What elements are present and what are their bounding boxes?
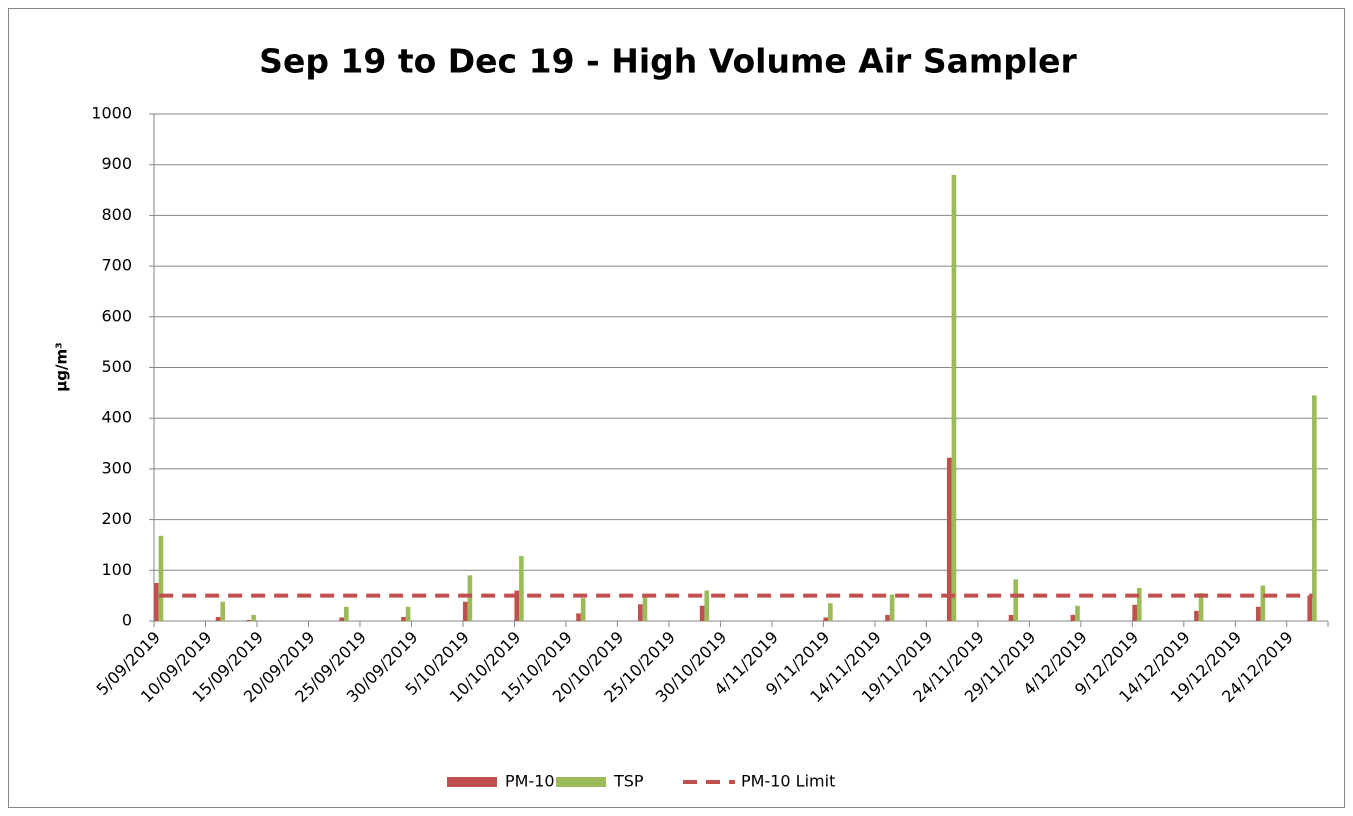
bar [1075,605,1080,621]
bar [401,616,406,621]
legend-label: TSP [613,772,644,791]
bar [580,598,586,621]
y-tick-label: 100 [101,560,132,579]
bar [405,606,411,621]
bar [1260,585,1266,621]
bar [828,603,833,621]
legend-swatch [556,777,606,787]
y-tick-label: 900 [101,154,132,173]
y-tick-label: 500 [101,357,132,376]
chart-title: Sep 19 to Dec 19 - High Volume Air Sampl… [259,42,1077,81]
bar [462,601,468,621]
y-tick-label: 400 [101,408,132,427]
bar [699,605,705,621]
bar [154,582,159,621]
bar [946,457,952,621]
bar [1255,606,1261,621]
bar [638,604,643,621]
y-tick-label: 800 [101,205,132,224]
bar [519,556,524,621]
bar [1307,595,1313,621]
y-tick-label: 600 [101,306,132,325]
bar [514,590,520,621]
y-tick-label: 700 [101,256,132,275]
bar [467,575,473,621]
bar [220,601,226,621]
bar [885,614,890,621]
bar [339,617,345,621]
bar [576,613,581,621]
bar [1132,604,1137,621]
y-tick-label: 200 [101,509,132,528]
y-tick-label: 1000 [91,104,132,123]
legend-label: PM-10 Limit [741,772,835,791]
legend-label: PM-10 [505,772,555,791]
chart-frame [8,8,1345,808]
y-tick-label: 0 [122,611,132,630]
y-tick-label: 300 [101,458,132,477]
bar [344,606,349,621]
legend-swatch [447,777,497,787]
bar [251,614,256,621]
bar [1008,614,1014,621]
bar [1136,588,1142,621]
bar [889,594,895,621]
bar [1013,579,1019,621]
bar [823,617,829,621]
bar [215,616,221,621]
bar [951,174,957,621]
bar [642,597,648,621]
bar [704,590,710,621]
bar [1194,610,1199,621]
bar [1070,614,1076,621]
y-axis-label: μg/m³ [53,342,71,391]
bar [1312,395,1317,621]
bar [158,535,164,621]
bar [1198,593,1204,621]
bar [246,619,252,621]
